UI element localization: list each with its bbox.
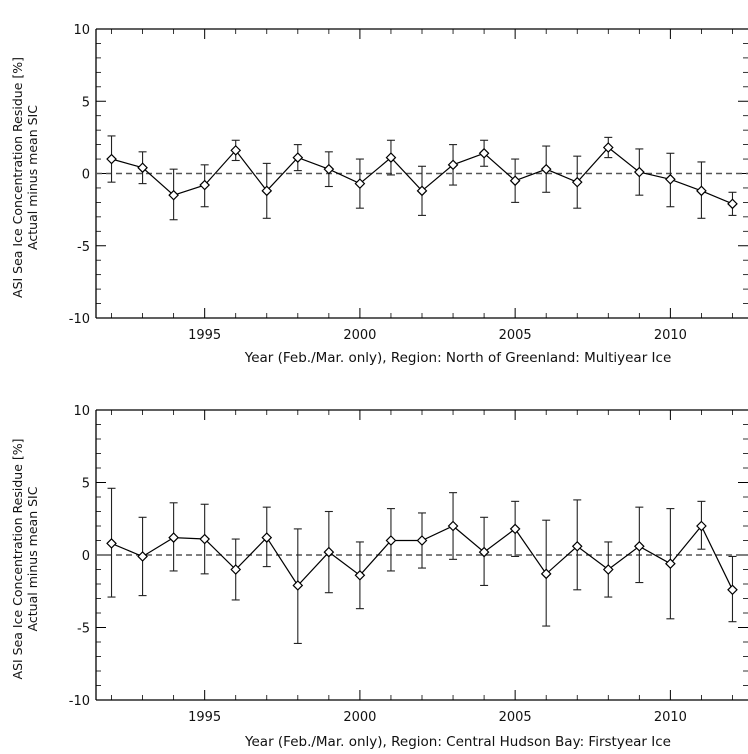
x-tick-label: 2010 — [654, 328, 687, 343]
data-point — [261, 532, 273, 543]
x-tick-label: 1995 — [188, 710, 221, 725]
data-point — [261, 185, 273, 197]
data-point — [665, 558, 676, 570]
y-tick-label: -5 — [77, 622, 90, 637]
x-tick-label: 2005 — [499, 710, 532, 725]
y-tick-label: 5 — [82, 477, 90, 492]
data-point — [571, 540, 583, 552]
data-point — [292, 152, 304, 163]
x-tick-label: 2005 — [499, 328, 532, 343]
y-tick-label: 0 — [82, 549, 90, 564]
data-point — [137, 162, 148, 174]
data-point — [168, 189, 179, 201]
data-point — [696, 520, 707, 532]
data-point — [292, 580, 304, 591]
data-point — [478, 147, 490, 159]
data-point — [199, 179, 211, 191]
data-point — [385, 152, 397, 163]
data-point — [509, 175, 521, 187]
data-point — [230, 564, 242, 575]
data-point — [168, 532, 179, 543]
data-point — [727, 584, 738, 596]
data-point — [354, 569, 366, 581]
y-tick-label: -10 — [69, 312, 90, 327]
data-point — [696, 185, 707, 197]
data-point — [354, 178, 366, 189]
data-point — [323, 163, 335, 175]
x-axis-label: Year (Feb./Mar. only), Region: Central H… — [244, 734, 671, 750]
data-point — [385, 535, 397, 546]
data-point — [137, 551, 148, 562]
data-point — [540, 568, 552, 580]
x-axis-label: Year (Feb./Mar. only), Region: North of … — [244, 350, 672, 366]
y-axis-label: ASI Sea Ice Concentration Residue [%] — [10, 439, 25, 680]
data-point — [633, 540, 645, 552]
y-tick-label: 5 — [82, 95, 90, 110]
data-point — [478, 546, 490, 558]
data-point — [633, 166, 645, 178]
y-axis-label: Actual minus mean SIC — [25, 105, 40, 250]
data-point — [199, 533, 211, 545]
data-point — [416, 185, 428, 197]
data-point — [106, 153, 117, 165]
y-tick-label: -5 — [77, 240, 90, 255]
chart-panel-1: 10 5 0 -5 -10 1995 2000 2005 2010 Year (Feb./Mar.… — [10, 23, 748, 366]
x-tick-label: 2000 — [343, 328, 376, 343]
x-tick-label: 1995 — [188, 328, 221, 343]
y-tick-label: 10 — [73, 23, 90, 38]
y-tick-label: 10 — [73, 404, 90, 419]
data-point — [727, 198, 738, 210]
data-point — [230, 145, 242, 156]
y-axis-label: Actual minus mean SIC — [25, 486, 40, 631]
data-point — [602, 564, 614, 575]
data-point — [416, 535, 428, 546]
data-point — [447, 159, 459, 171]
data-point — [602, 142, 614, 153]
chart-panel-2: 10 5 0 -5 -10 1995 2000 2005 2010 Year (Feb./Mar.… — [10, 404, 748, 750]
y-tick-label: 0 — [82, 168, 90, 183]
data-point — [509, 523, 521, 535]
data-point — [106, 538, 117, 549]
y-axis-label: ASI Sea Ice Concentration Residue [%] — [10, 57, 25, 298]
x-tick-label: 2010 — [654, 710, 687, 725]
data-point — [571, 176, 583, 188]
x-tick-label: 2000 — [343, 710, 376, 725]
data-point — [447, 520, 459, 532]
data-point — [540, 163, 552, 175]
y-tick-label: -10 — [69, 694, 90, 709]
data-point — [665, 173, 676, 185]
data-point — [323, 546, 335, 558]
